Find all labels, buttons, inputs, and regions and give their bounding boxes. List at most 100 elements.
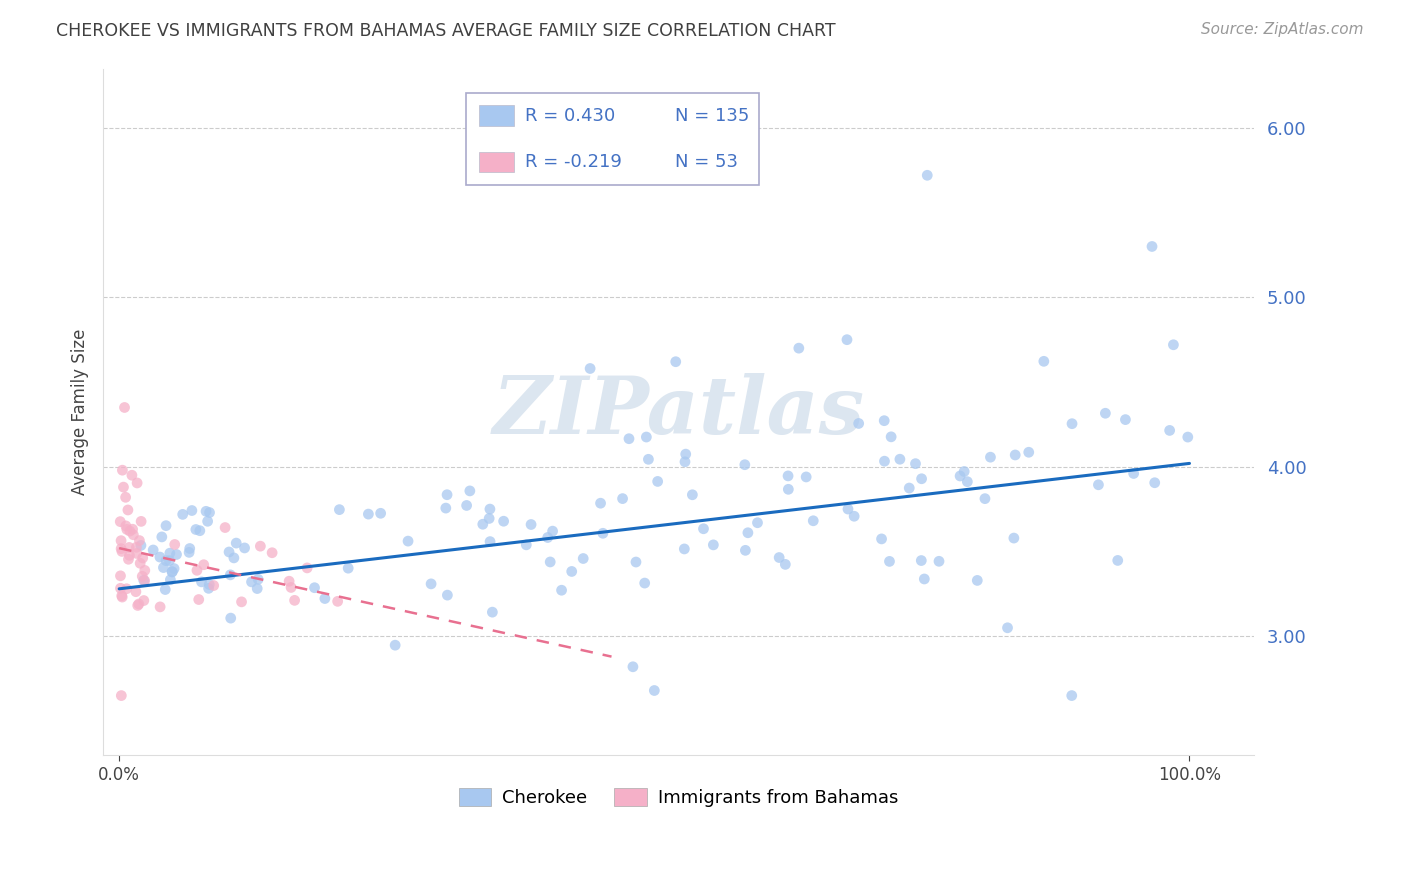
Point <box>1094 406 1116 420</box>
Point <box>579 361 602 376</box>
Point <box>681 488 703 502</box>
Point <box>910 553 932 567</box>
Point <box>328 502 350 516</box>
Point <box>115 523 138 537</box>
Point <box>195 504 218 518</box>
Point <box>1060 689 1083 703</box>
Point <box>295 561 318 575</box>
Text: N = 135: N = 135 <box>675 107 749 125</box>
Legend: Cherokee, Immigrants from Bahamas: Cherokee, Immigrants from Bahamas <box>451 781 905 814</box>
Point <box>643 683 665 698</box>
Point <box>910 472 932 486</box>
Text: CHEROKEE VS IMMIGRANTS FROM BAHAMAS AVERAGE FAMILY SIZE CORRELATION CHART: CHEROKEE VS IMMIGRANTS FROM BAHAMAS AVER… <box>56 22 835 40</box>
Point <box>159 573 181 587</box>
Point <box>634 576 657 591</box>
Point <box>835 333 858 347</box>
Point <box>202 578 225 592</box>
Point <box>1032 354 1054 368</box>
Point <box>131 550 153 565</box>
Point <box>219 567 242 582</box>
Point <box>246 582 269 596</box>
Point <box>225 536 247 550</box>
Point <box>128 597 150 611</box>
Point <box>159 546 181 560</box>
Point <box>844 509 866 524</box>
Point <box>873 414 896 428</box>
Point <box>134 563 156 577</box>
Point <box>436 588 458 602</box>
Point <box>129 556 152 570</box>
Point <box>179 541 201 556</box>
Point <box>111 589 134 603</box>
Point <box>112 480 135 494</box>
Point <box>775 558 797 572</box>
Point <box>118 541 141 555</box>
Point <box>1087 477 1109 491</box>
Point <box>384 638 406 652</box>
Point <box>114 491 136 505</box>
Point <box>621 660 644 674</box>
Point <box>121 468 143 483</box>
Point <box>492 514 515 528</box>
Point <box>1107 553 1129 567</box>
Point <box>456 499 478 513</box>
Point <box>848 417 870 431</box>
Point <box>572 551 595 566</box>
Point <box>734 458 756 472</box>
Point <box>478 502 501 516</box>
Point <box>928 554 950 568</box>
Point <box>118 549 141 563</box>
Text: R = 0.430: R = 0.430 <box>526 107 616 125</box>
Point <box>127 475 149 490</box>
Text: ZIPatlas: ZIPatlas <box>492 373 865 450</box>
Point <box>589 496 612 510</box>
Point <box>179 545 201 559</box>
Point <box>166 548 188 562</box>
Point <box>163 561 186 575</box>
Point <box>337 561 360 575</box>
Point <box>673 541 696 556</box>
Point <box>956 475 979 489</box>
Y-axis label: Average Family Size: Average Family Size <box>72 328 89 495</box>
Point <box>1060 417 1083 431</box>
Point <box>125 584 148 599</box>
Point <box>612 491 634 506</box>
Point <box>115 582 138 596</box>
Point <box>118 524 141 538</box>
Point <box>479 534 502 549</box>
Point <box>1140 239 1163 253</box>
Point <box>617 432 640 446</box>
Point <box>132 593 155 607</box>
Point <box>129 538 152 552</box>
Point <box>837 502 859 516</box>
Point <box>979 450 1001 465</box>
Point <box>117 503 139 517</box>
Point <box>481 605 503 619</box>
Point <box>1159 424 1181 438</box>
FancyBboxPatch shape <box>479 152 513 172</box>
Point <box>214 520 236 534</box>
Point <box>198 506 221 520</box>
Point <box>111 544 134 558</box>
Point <box>692 522 714 536</box>
Point <box>187 592 209 607</box>
Point <box>458 483 481 498</box>
Text: N = 53: N = 53 <box>675 153 738 171</box>
Point <box>776 469 799 483</box>
Point <box>538 555 561 569</box>
Point <box>1114 412 1136 426</box>
Point <box>197 514 219 528</box>
Point <box>186 563 208 577</box>
Point <box>184 523 207 537</box>
Point <box>912 572 935 586</box>
Point <box>117 552 139 566</box>
Point <box>326 594 349 608</box>
Point <box>768 550 790 565</box>
Point <box>624 555 647 569</box>
Point <box>550 583 572 598</box>
Point <box>898 481 921 495</box>
Point <box>197 582 219 596</box>
Point <box>180 503 202 517</box>
Point <box>198 577 221 591</box>
Point <box>152 560 174 574</box>
